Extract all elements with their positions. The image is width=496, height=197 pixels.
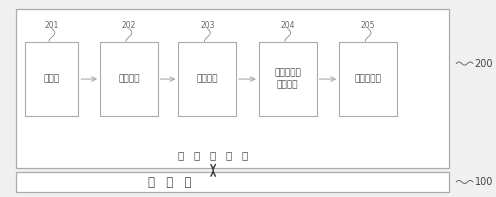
Text: 201: 201 xyxy=(45,21,59,30)
Text: 100: 100 xyxy=(475,177,493,187)
Text: 激光器: 激光器 xyxy=(44,75,60,84)
Bar xyxy=(16,9,449,168)
Text: 203: 203 xyxy=(200,21,215,30)
Text: 驱   动   件: 驱 动 件 xyxy=(148,176,191,189)
Text: 调制器组: 调制器组 xyxy=(196,75,218,84)
Bar xyxy=(179,42,236,116)
Text: 205: 205 xyxy=(361,21,375,30)
Bar xyxy=(339,42,397,116)
Text: 分光器件: 分光器件 xyxy=(118,75,140,84)
Bar xyxy=(16,172,449,192)
Text: 204: 204 xyxy=(280,21,295,30)
Bar xyxy=(100,42,158,116)
Text: 200: 200 xyxy=(475,59,493,69)
Bar xyxy=(25,42,78,116)
Text: 探测器阵列: 探测器阵列 xyxy=(355,75,381,84)
Text: 光   电   集   成   件: 光 电 集 成 件 xyxy=(178,150,248,160)
Text: 202: 202 xyxy=(122,21,136,30)
Bar xyxy=(259,42,316,116)
Text: 微纳光学衍
射线阵列: 微纳光学衍 射线阵列 xyxy=(274,69,301,89)
